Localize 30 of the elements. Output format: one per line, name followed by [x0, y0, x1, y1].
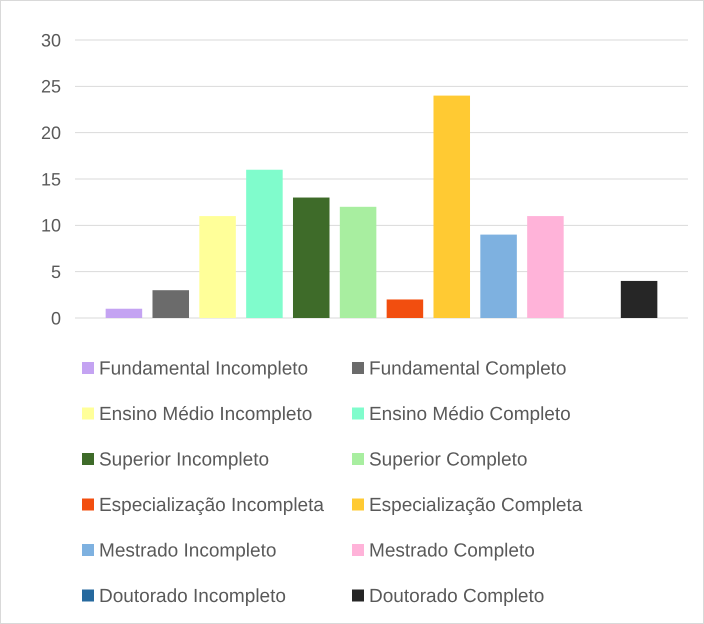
y-tick-label: 20: [40, 122, 61, 143]
legend-label: Especialização Completa: [369, 495, 583, 516]
legend-label: Mestrado Incompleto: [99, 540, 276, 562]
y-tick-label: 30: [40, 30, 61, 50]
bar: [246, 170, 283, 318]
bar: [527, 216, 564, 318]
bar: [106, 308, 142, 318]
bar: [340, 206, 376, 318]
y-tick-label: 15: [40, 169, 61, 190]
y-tick-label: 0: [50, 308, 61, 328]
legend-label: Fundamental Incompleto: [99, 358, 308, 380]
bar: [620, 280, 658, 318]
bar: [386, 299, 424, 318]
legend-label: Ensino Médio Completo: [369, 404, 571, 426]
legend-label: Fundamental Completo: [369, 358, 566, 380]
legend-label: Mestrado Completo: [369, 540, 535, 562]
legend-label: Superior Completo: [369, 450, 528, 471]
legend-label: Especialização Incompleta: [99, 495, 324, 516]
bar: [292, 198, 330, 318]
y-tick-label: 5: [50, 262, 61, 282]
legend-label: Doutorado Incompleto: [99, 586, 286, 608]
bar: [480, 234, 517, 318]
legend-label: Superior Incompleto: [99, 450, 270, 471]
y-tick-label: 10: [40, 216, 61, 236]
bar: [433, 96, 470, 318]
bar: [199, 216, 236, 318]
legend-label: Doutorado Completo: [369, 586, 544, 608]
legend-label: Ensino Médio Incompleto: [99, 404, 312, 426]
y-tick-label: 25: [40, 76, 61, 97]
bar: [152, 290, 190, 318]
